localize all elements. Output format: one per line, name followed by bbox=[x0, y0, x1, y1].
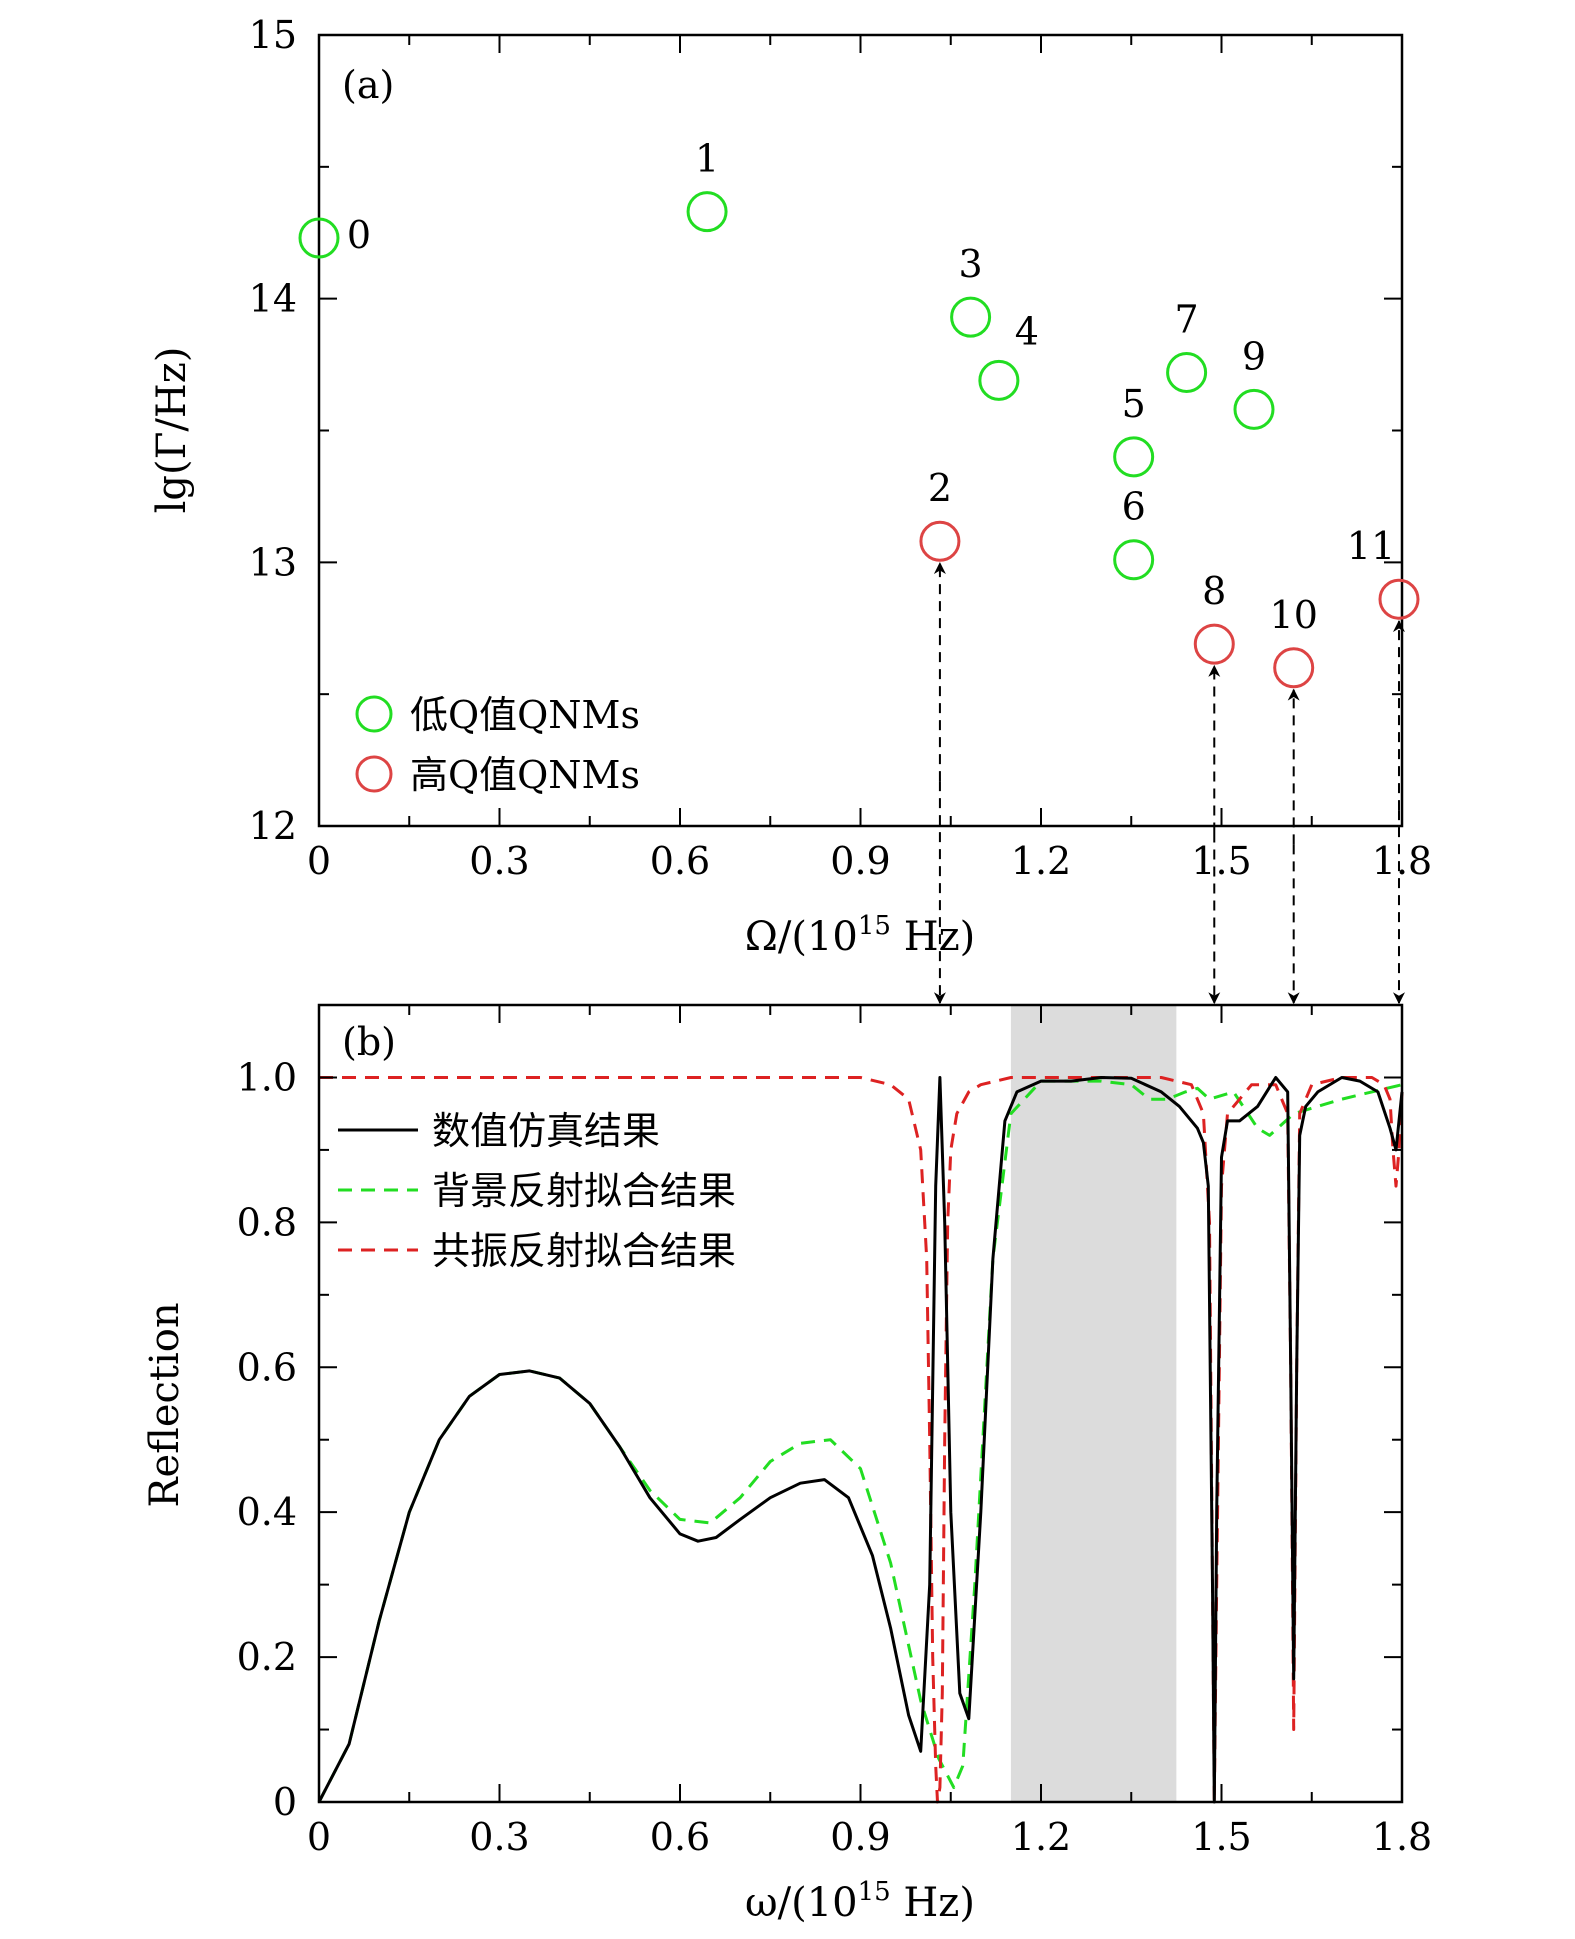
qnm-point-label: 6 bbox=[1122, 485, 1146, 529]
panel-a-x-tick-label: 1.8 bbox=[1372, 839, 1432, 883]
panel-a-xlabel-main: Ω/(10 bbox=[745, 914, 858, 960]
mode-connectors bbox=[933, 562, 1405, 1005]
panel-a-xlabel: Ω/(1015 Hz) bbox=[745, 911, 976, 960]
panel-b-xlabel-tail: Hz) bbox=[891, 1880, 975, 1926]
low-q-qnm-point bbox=[1233, 388, 1275, 430]
panel-a-x-tick-label: 0.6 bbox=[650, 839, 710, 883]
background-fit-curve bbox=[317, 1079, 1403, 1803]
panel-b: 0 0.3 0.6 0.9 1.2 1.5 1.800.20.40.60.81.0 (b) … bbox=[142, 1003, 1433, 1926]
panel-a-y-tick-label: 12 bbox=[249, 804, 297, 848]
qnm-point-label: 5 bbox=[1122, 382, 1146, 426]
low-q-qnm-point bbox=[298, 217, 340, 259]
qnm-point-label: 2 bbox=[928, 466, 952, 510]
panel-a-y-tick-label: 14 bbox=[249, 277, 297, 321]
qnm-point-label: 0 bbox=[347, 213, 371, 257]
qnm-point-label: 1 bbox=[695, 137, 719, 181]
panel-b-x-tick-label: 1.2 bbox=[1011, 1815, 1071, 1859]
low-q-qnm-point bbox=[1166, 351, 1208, 393]
qnm-point-label: 7 bbox=[1175, 297, 1199, 341]
panel-b-ticks bbox=[318, 1005, 1403, 1803]
panel-b-xlabel-main: ω/(10 bbox=[745, 1880, 858, 1926]
qnm-point-label: 10 bbox=[1270, 593, 1318, 637]
high-q-qnm-point bbox=[1378, 578, 1420, 620]
panel-a-points: 0 1 34 5 6 79 2 8 10 11 bbox=[298, 137, 1420, 689]
panel-a-ticks bbox=[318, 34, 1403, 827]
panel-b-xlabel: ω/(1015 Hz) bbox=[745, 1877, 975, 1926]
panel-a-xlabel-tail: Hz) bbox=[891, 914, 975, 960]
qnm-point-label: 3 bbox=[959, 242, 983, 286]
panel-b-y-tick-label: 0.6 bbox=[237, 1345, 297, 1389]
legend-resonance-label: 共振反射拟合结果 bbox=[432, 1229, 736, 1273]
legend-high-q-marker bbox=[355, 755, 393, 793]
panel-b-ylabel: Reflection bbox=[142, 1302, 188, 1507]
panel-b-y-tick-label: 0 bbox=[273, 1780, 297, 1824]
panel-b-shaded-band bbox=[1010, 1005, 1177, 1802]
panel-a-legend: 低Q值QNMs 高Q值QNMs bbox=[355, 693, 640, 797]
qnm-point-label: 11 bbox=[1347, 524, 1395, 568]
panel-b-y-tick-label: 0.8 bbox=[237, 1200, 297, 1244]
panel-b-y-tick-label: 0.2 bbox=[237, 1635, 297, 1679]
legend-low-q-marker bbox=[355, 695, 393, 733]
legend-simulation-label: 数值仿真结果 bbox=[432, 1109, 660, 1153]
panel-a-x-tick-label: 0.9 bbox=[830, 839, 890, 883]
panel-a-y-tick-label: 15 bbox=[249, 13, 297, 57]
resonance-fit-curve bbox=[319, 1076, 1404, 1804]
panel-b-y-tick-label: 0.4 bbox=[237, 1490, 297, 1534]
panel-b-tag: (b) bbox=[342, 1020, 396, 1064]
panel-b-x-tick-label: 0.6 bbox=[650, 1815, 710, 1859]
panel-a-y-tick-label: 13 bbox=[249, 540, 297, 584]
legend-high-q-label: 高Q值QNMs bbox=[410, 753, 640, 797]
panel-a-xlabel-sup: 15 bbox=[858, 911, 891, 941]
panel-b-x-tick-label: 0.3 bbox=[469, 1815, 529, 1859]
panel-a-tag: (a) bbox=[342, 63, 394, 107]
high-q-qnm-point bbox=[1273, 647, 1315, 689]
simulation-curve bbox=[317, 1076, 1404, 1804]
qnm-point-label: 8 bbox=[1202, 569, 1226, 613]
high-q-qnm-point bbox=[1193, 623, 1235, 665]
qnm-point-label: 4 bbox=[1015, 309, 1039, 353]
panel-a-ylabel: lg(Γ/Hz) bbox=[149, 347, 195, 514]
panel-b-x-tick-label: 1.8 bbox=[1372, 1815, 1432, 1859]
panel-a-x-tick-label: 0 bbox=[307, 839, 331, 883]
panel-b-curves bbox=[317, 1076, 1404, 1804]
legend-background-label: 背景反射拟合结果 bbox=[432, 1169, 736, 1213]
qnm-point-label: 9 bbox=[1242, 334, 1266, 378]
panel-a-x-tick-label: 0.3 bbox=[469, 839, 529, 883]
panel-b-x-tick-label: 1.5 bbox=[1191, 1815, 1251, 1859]
low-q-qnm-point bbox=[978, 359, 1020, 401]
panel-b-y-tick-label: 1.0 bbox=[237, 1055, 297, 1099]
legend-low-q-label: 低Q值QNMs bbox=[410, 693, 640, 737]
panel-b-legend: 数值仿真结果 背景反射拟合结果 共振反射拟合结果 bbox=[338, 1109, 736, 1273]
panel-a-x-tick-label: 1.2 bbox=[1011, 839, 1071, 883]
high-q-qnm-point bbox=[919, 520, 961, 562]
panel-b-x-tick-label: 0 bbox=[307, 1815, 331, 1859]
low-q-qnm-point bbox=[1113, 436, 1155, 478]
panel-b-xlabel-sup: 15 bbox=[858, 1877, 891, 1907]
panel-b-tick-labels: 0 0.3 0.6 0.9 1.2 1.5 1.8 0 0.2 0.4 0.6 0.8 1.0 bbox=[237, 1055, 1433, 1859]
panel-b-x-tick-label: 0.9 bbox=[830, 1815, 890, 1859]
low-q-qnm-point bbox=[1113, 539, 1155, 581]
low-q-qnm-point bbox=[950, 296, 992, 338]
panel-a-x-tick-label: 1.5 bbox=[1191, 839, 1251, 883]
low-q-qnm-point bbox=[686, 191, 728, 233]
